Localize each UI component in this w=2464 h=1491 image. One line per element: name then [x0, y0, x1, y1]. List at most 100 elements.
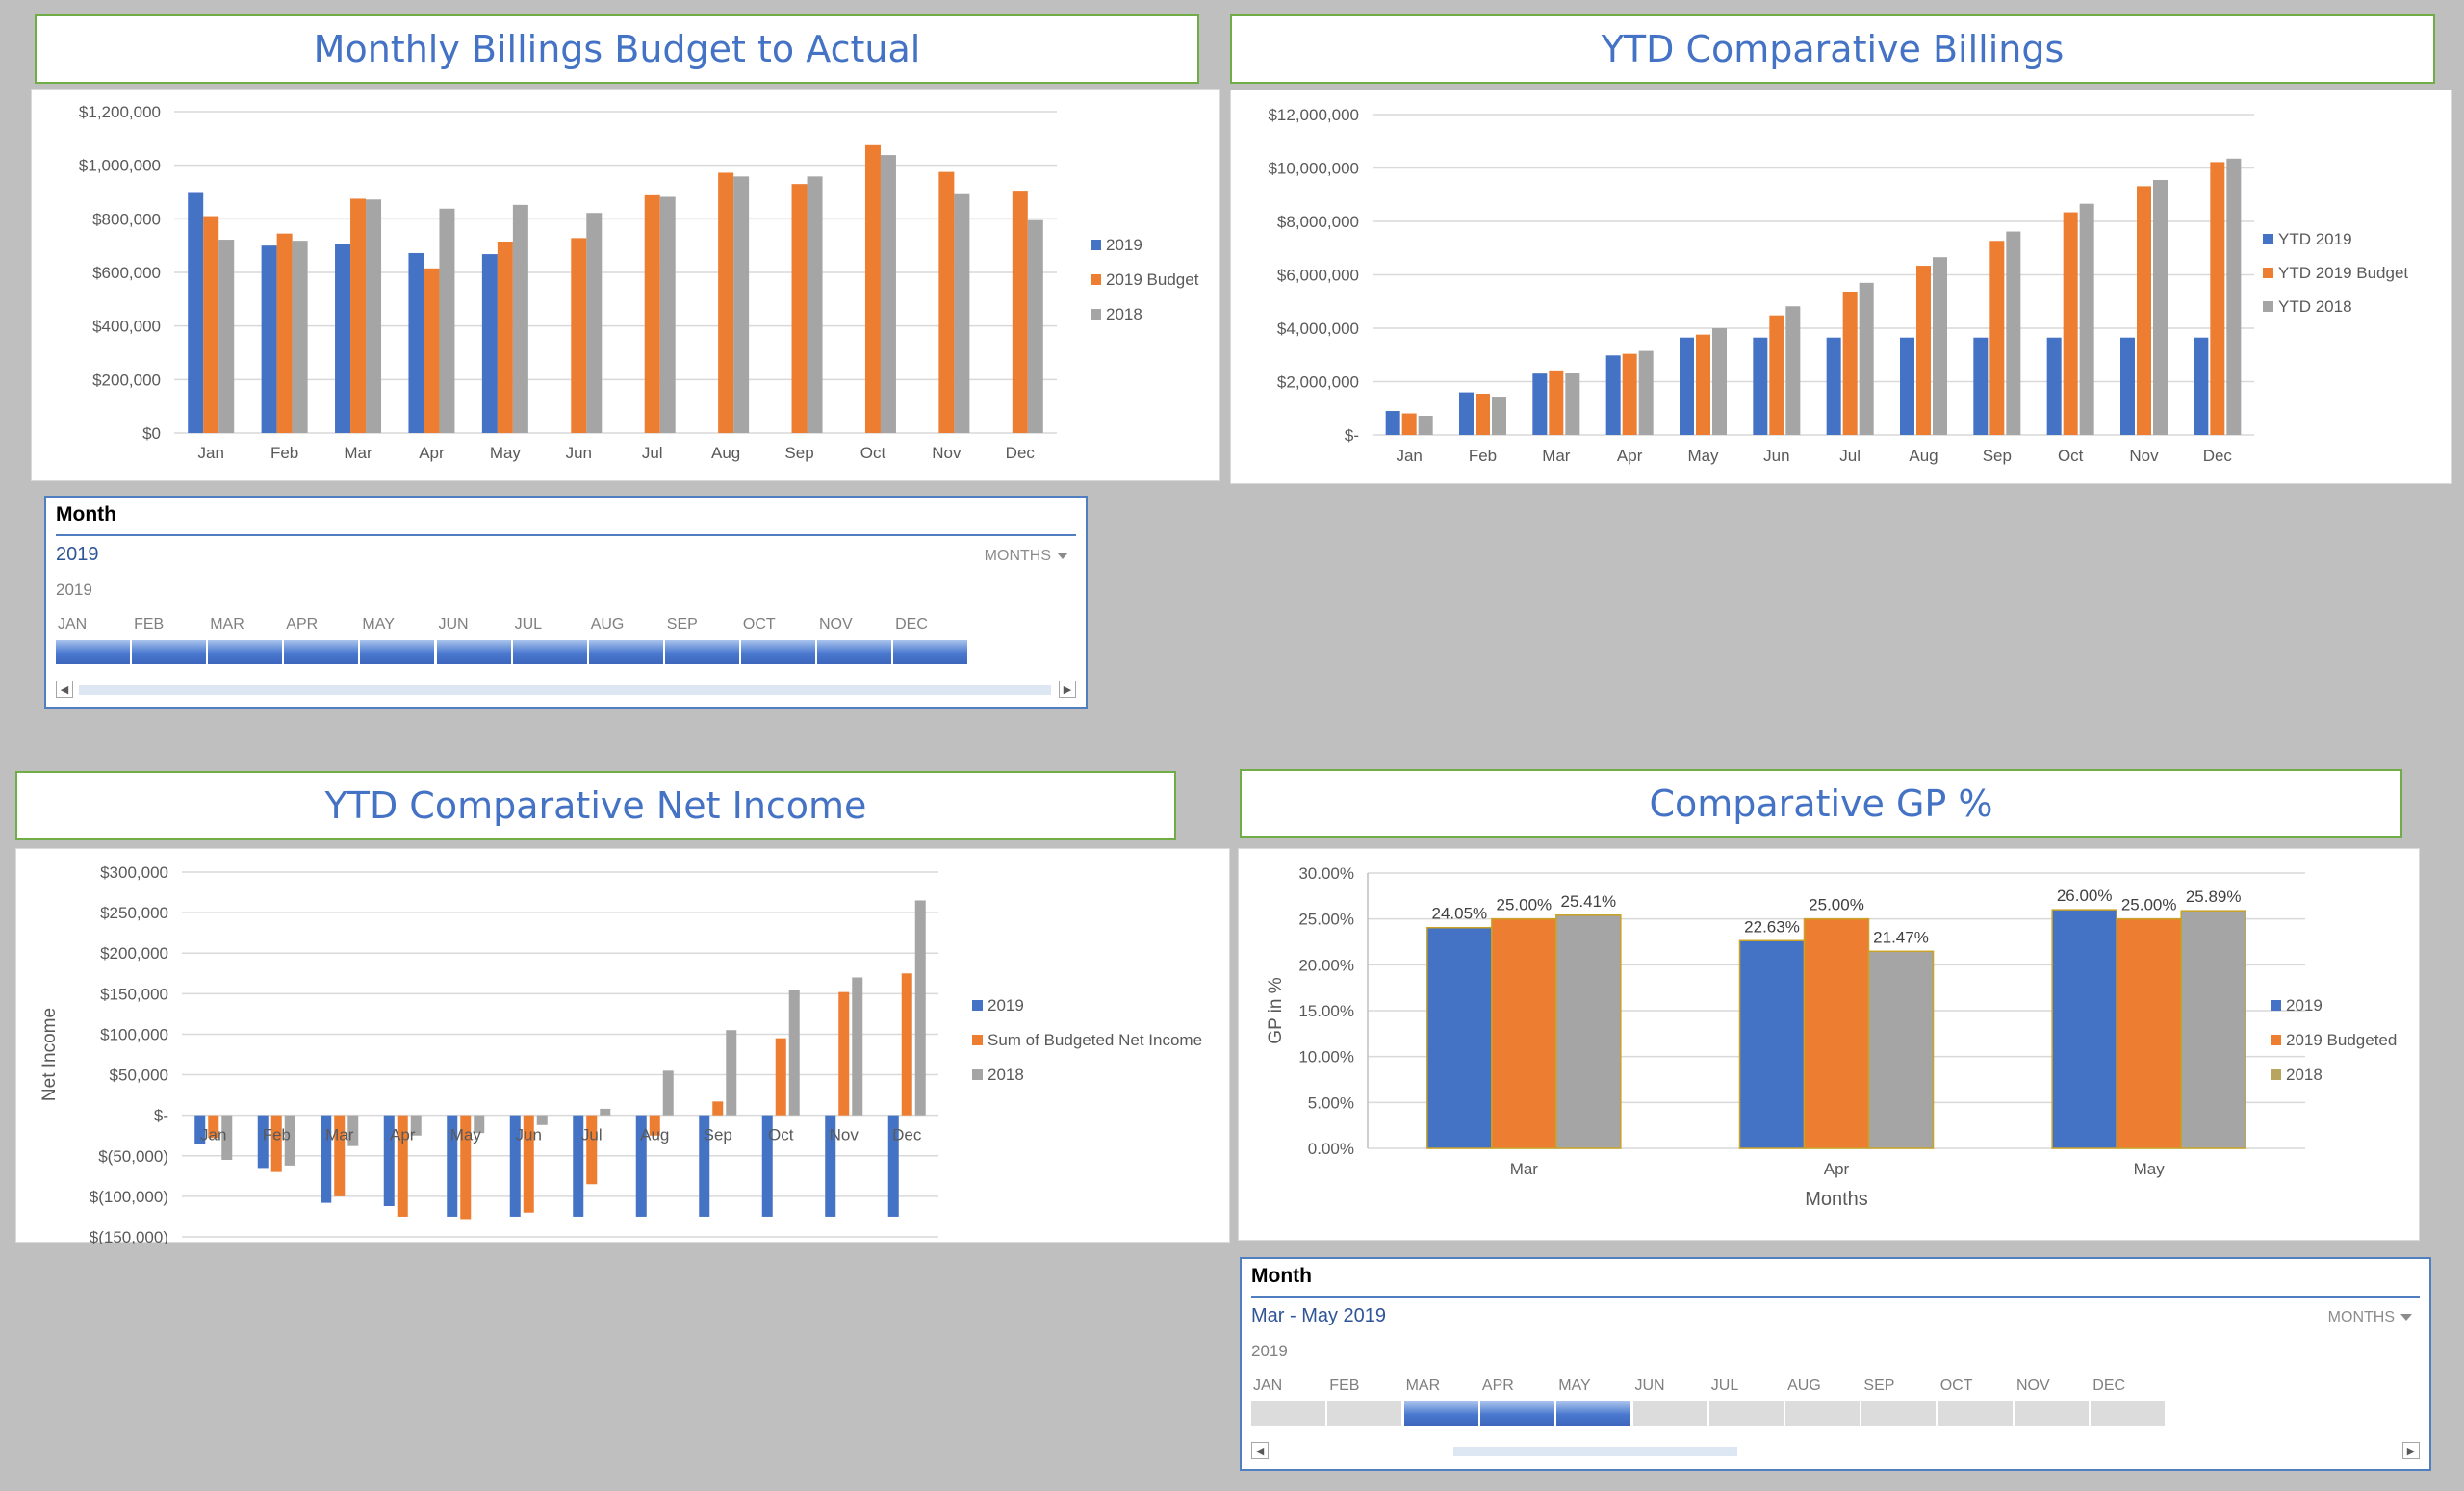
bar-sum-of-budgeted-net-income: [334, 1115, 346, 1196]
bar-ytd-2018: [1859, 282, 1874, 435]
slicer-scrollbar[interactable]: ◀ ▶: [1251, 1442, 2420, 1461]
slicer-month-tile-oct[interactable]: [740, 640, 815, 664]
slicer-month-label-aug: AUG: [1787, 1377, 1821, 1394]
y-tick-label: 10.00%: [1298, 1048, 1354, 1067]
slicer-month-tile-may[interactable]: [360, 640, 435, 664]
bar-ytd-2019-budget: [1769, 315, 1784, 435]
scroll-thumb[interactable]: [79, 685, 1051, 695]
slicer-year-label: 2019: [1251, 1342, 1288, 1360]
legend-marker: [2271, 1035, 2281, 1045]
bar-2018: [284, 1115, 295, 1166]
data-label: 21.47%: [1873, 928, 1929, 946]
net-income-chart: $(150,000) $(100,000) $(50,000) $- $50,000 $1…: [39, 863, 1202, 1244]
bar-2019: [447, 1115, 458, 1217]
x-tick-label: Jul: [581, 1126, 603, 1144]
slicer-month-tile-aug[interactable]: [588, 640, 663, 664]
bar-2019-budgeted: [1803, 917, 1870, 1149]
bar-2018: [600, 1108, 611, 1116]
bar-2019: [383, 1115, 395, 1206]
scroll-right-button[interactable]: ▶: [1059, 681, 1076, 698]
slicer-month-tile-feb[interactable]: [132, 640, 207, 664]
slicer-month-label-apr: APR: [1481, 1377, 1514, 1394]
bar-2019: [699, 1115, 710, 1217]
legend-label: YTD 2019: [2278, 230, 2352, 248]
slicer-month-tile-feb[interactable]: [1327, 1401, 1402, 1426]
scroll-right-button[interactable]: ▶: [2402, 1442, 2420, 1459]
slicer-month-tile-sep[interactable]: [1861, 1401, 1937, 1426]
bar-2019-budget: [350, 198, 367, 433]
y-tick-label: $-: [154, 1107, 168, 1125]
x-tick-label: Apr: [390, 1126, 416, 1144]
slicer-month-label-sep: SEP: [666, 616, 698, 632]
slicer-month-tile-apr[interactable]: [1479, 1401, 1554, 1426]
scroll-thumb[interactable]: [1453, 1447, 1737, 1456]
slicer-month-tile-jun[interactable]: [1632, 1401, 1707, 1426]
bar-2019-budgeted: [1491, 917, 1557, 1149]
y-tick-label: $(150,000): [90, 1228, 168, 1244]
slicer-month-tile-nov[interactable]: [817, 640, 891, 664]
slicer-month-tile-apr[interactable]: [284, 640, 359, 664]
slicer-month-tile-nov[interactable]: [2015, 1401, 2089, 1426]
legend-label: YTD 2019 Budget: [2278, 264, 2408, 282]
bar-ytd-2019-budget: [1989, 241, 2005, 435]
slicer-level-dropdown[interactable]: MONTHS: [985, 548, 1068, 565]
slicer-month-label-apr: APR: [286, 616, 319, 632]
slicer-scrollbar[interactable]: ◀ ▶: [56, 681, 1076, 700]
bar-2019-budget: [1012, 191, 1028, 433]
legend-label: 2019: [1106, 236, 1142, 254]
slicer-month-tile-jun[interactable]: [436, 640, 511, 664]
bar-ytd-2018: [2006, 231, 2021, 435]
net-income-title: YTD Comparative Net Income: [15, 771, 1176, 840]
slicer-month-tile-mar[interactable]: [208, 640, 283, 664]
slicer-year-label: 2019: [56, 580, 92, 599]
x-tick-label: Apr: [1824, 1160, 1850, 1178]
slicer-month-tile-jul[interactable]: [1708, 1401, 1784, 1426]
bar-ytd-2019-budget: [1696, 334, 1710, 435]
x-tick-label: May: [1687, 447, 1719, 465]
legend-label: Sum of Budgeted Net Income: [988, 1031, 1202, 1049]
y-tick-label: $250,000: [100, 904, 168, 922]
slicer-month-tile-mar[interactable]: [1403, 1401, 1478, 1426]
bar-2019: [573, 1115, 584, 1217]
y-axis-title: Net Income: [39, 1008, 60, 1101]
bar-2019-budget: [203, 216, 219, 433]
bar-2018: [2180, 910, 2246, 1149]
slicer-month-tile-oct[interactable]: [1938, 1401, 2013, 1426]
data-label: 25.00%: [1496, 896, 1552, 914]
slicer-month-tile-dec[interactable]: [2091, 1401, 2166, 1426]
scroll-left-button[interactable]: ◀: [1251, 1442, 1269, 1459]
slicer-month-tile-sep[interactable]: [664, 640, 739, 664]
slicer-month-tile-aug[interactable]: [1785, 1401, 1861, 1426]
legend-marker: [1091, 240, 1101, 250]
month-slicer-bottom: Month Mar - May 2019 MONTHS 2019 JAN FEB M…: [1240, 1257, 2431, 1471]
x-tick-label: Apr: [1617, 447, 1643, 465]
slicer-month-tile-jan[interactable]: [56, 640, 130, 664]
slicer-range-label: Mar - May 2019: [1251, 1305, 1387, 1326]
bar-2018: [807, 176, 823, 433]
y-tick-label: $300,000: [100, 863, 168, 882]
x-tick-label: Mar: [1510, 1160, 1539, 1178]
slicer-month-label-may: MAY: [362, 616, 395, 632]
slicer-month-tile-dec[interactable]: [893, 640, 968, 664]
x-tick-label: Aug: [640, 1126, 669, 1144]
scroll-left-button[interactable]: ◀: [56, 681, 73, 698]
bar-2018: [366, 199, 382, 433]
x-tick-label: Jan: [200, 1126, 226, 1144]
bar-2019-budget: [644, 194, 660, 433]
y-tick-label: $1,000,000: [79, 157, 161, 175]
bar-2019-budget: [718, 172, 734, 433]
bar-2018: [410, 1115, 422, 1136]
slicer-month-tile-jul[interactable]: [512, 640, 587, 664]
slicer-level-dropdown[interactable]: MONTHS: [2328, 1309, 2412, 1326]
bar-2019: [2051, 909, 2118, 1149]
y-tick-label: $100,000: [100, 1025, 168, 1043]
bar-2018: [347, 1115, 359, 1146]
bar-ytd-2019: [1532, 373, 1548, 435]
x-tick-label: Jul: [642, 444, 663, 462]
slicer-month-label-jun: JUN: [438, 616, 469, 632]
y-tick-label: $800,000: [92, 210, 161, 228]
slicer-month-tile-jan[interactable]: [1251, 1401, 1325, 1426]
bar-sum-of-budgeted-net-income: [523, 1115, 534, 1213]
data-label: 22.63%: [1744, 917, 1800, 936]
slicer-month-tile-may[interactable]: [1556, 1401, 1631, 1426]
